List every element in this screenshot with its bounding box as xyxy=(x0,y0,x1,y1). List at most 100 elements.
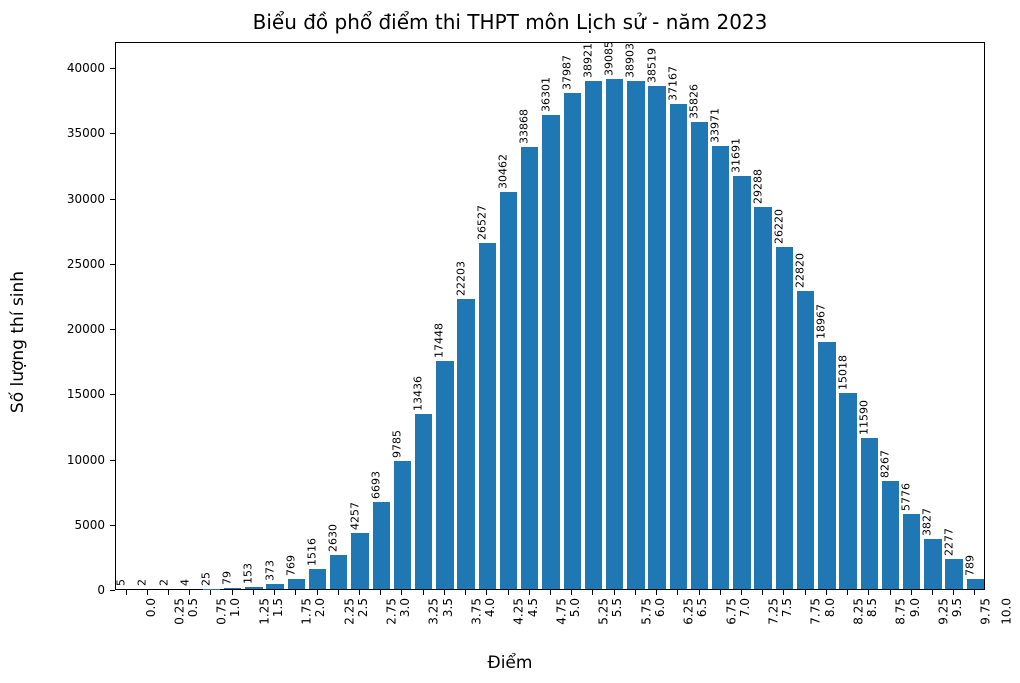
bar-value-label: 15018 xyxy=(836,355,849,390)
ytick-mark xyxy=(110,264,115,265)
bar xyxy=(479,243,496,589)
xtick-label: 10.0 xyxy=(1000,598,1014,625)
xtick-label: 0.0 xyxy=(144,598,158,617)
ytick-label: 0 xyxy=(0,583,105,597)
xtick-mark xyxy=(635,590,636,595)
xtick-mark xyxy=(317,590,318,595)
xtick-label: 2.0 xyxy=(313,598,327,617)
bar-value-label: 17448 xyxy=(433,323,446,358)
bar xyxy=(797,291,814,589)
xtick-mark xyxy=(592,590,593,595)
xtick-label: 5.75 xyxy=(639,598,653,625)
xtick-mark xyxy=(890,590,891,595)
ytick-mark xyxy=(110,394,115,395)
bar-value-label: 2 xyxy=(157,579,170,586)
bar xyxy=(945,559,962,589)
bar xyxy=(564,93,581,589)
bar-value-label: 8267 xyxy=(879,450,892,478)
bar xyxy=(394,461,411,589)
bar xyxy=(330,555,347,589)
ytick-label: 40000 xyxy=(0,61,105,75)
bar-value-label: 38519 xyxy=(645,48,658,83)
bar-value-label: 4 xyxy=(178,579,191,586)
ytick-label: 5000 xyxy=(0,518,105,532)
bar xyxy=(606,79,623,589)
xtick-mark xyxy=(911,590,912,595)
bar-value-label: 25 xyxy=(199,572,212,586)
bar-value-label: 5 xyxy=(115,579,128,586)
xtick-label: 1.25 xyxy=(257,598,271,625)
ytick-mark xyxy=(110,590,115,591)
bar-value-label: 39085 xyxy=(603,41,616,76)
ytick-mark xyxy=(110,329,115,330)
xtick-label: 4.25 xyxy=(512,598,526,625)
bar-value-label: 33868 xyxy=(518,109,531,144)
bar xyxy=(627,81,644,589)
xtick-mark xyxy=(571,590,572,595)
xtick-mark xyxy=(147,590,148,595)
bar-value-label: 37987 xyxy=(560,55,573,90)
bar xyxy=(373,502,390,589)
xtick-label: 8.0 xyxy=(823,598,837,617)
bar xyxy=(754,207,771,589)
bar xyxy=(309,569,326,589)
xtick-mark xyxy=(508,590,509,595)
xtick-mark xyxy=(295,590,296,595)
bar xyxy=(436,361,453,589)
bar xyxy=(457,299,474,589)
xtick-label: 7.75 xyxy=(809,598,823,625)
ytick-mark xyxy=(110,460,115,461)
xtick-mark xyxy=(805,590,806,595)
xtick-label: 9.5 xyxy=(950,598,964,617)
bar xyxy=(670,104,687,589)
bar xyxy=(924,539,941,589)
xtick-mark xyxy=(677,590,678,595)
bar-value-label: 2277 xyxy=(942,528,955,556)
bar xyxy=(245,587,262,589)
xtick-label: 9.75 xyxy=(979,598,993,625)
xtick-mark xyxy=(423,590,424,595)
xtick-mark xyxy=(126,590,127,595)
ytick-mark xyxy=(110,199,115,200)
xtick-mark xyxy=(486,590,487,595)
bar-value-label: 769 xyxy=(284,555,297,576)
xtick-mark xyxy=(168,590,169,595)
xtick-mark xyxy=(847,590,848,595)
xtick-label: 0.5 xyxy=(186,598,200,617)
bar-value-label: 11590 xyxy=(857,400,870,435)
xtick-mark xyxy=(953,590,954,595)
xtick-mark xyxy=(762,590,763,595)
ytick-label: 20000 xyxy=(0,322,105,336)
xtick-label: 6.0 xyxy=(653,598,667,617)
xtick-mark xyxy=(274,590,275,595)
xtick-label: 1.0 xyxy=(229,598,243,617)
xtick-label: 6.5 xyxy=(695,598,709,617)
xtick-mark xyxy=(783,590,784,595)
xtick-label: 0.25 xyxy=(173,598,187,625)
xtick-mark xyxy=(338,590,339,595)
bar xyxy=(648,86,665,589)
xtick-label: 8.75 xyxy=(894,598,908,625)
bar-value-label: 79 xyxy=(221,571,234,585)
xtick-label: 4.0 xyxy=(483,598,497,617)
bar xyxy=(691,122,708,589)
bar-value-label: 4257 xyxy=(348,502,361,530)
chart-container: Biểu đồ phổ điểm thi THPT môn Lịch sử - … xyxy=(0,0,1020,683)
xtick-mark xyxy=(210,590,211,595)
xtick-label: 8.25 xyxy=(852,598,866,625)
xtick-label: 1.75 xyxy=(300,598,314,625)
xtick-mark xyxy=(232,590,233,595)
xtick-label: 9.25 xyxy=(936,598,950,625)
ytick-label: 10000 xyxy=(0,453,105,467)
xtick-label: 2.5 xyxy=(356,598,370,617)
bar xyxy=(266,584,283,589)
bar-value-label: 33971 xyxy=(709,108,722,143)
bar xyxy=(585,81,602,589)
bar xyxy=(776,247,793,589)
x-axis-label: Điểm xyxy=(0,653,1020,673)
xtick-mark xyxy=(614,590,615,595)
xtick-label: 6.75 xyxy=(724,598,738,625)
xtick-mark xyxy=(444,590,445,595)
xtick-mark xyxy=(656,590,657,595)
bar xyxy=(903,514,920,589)
